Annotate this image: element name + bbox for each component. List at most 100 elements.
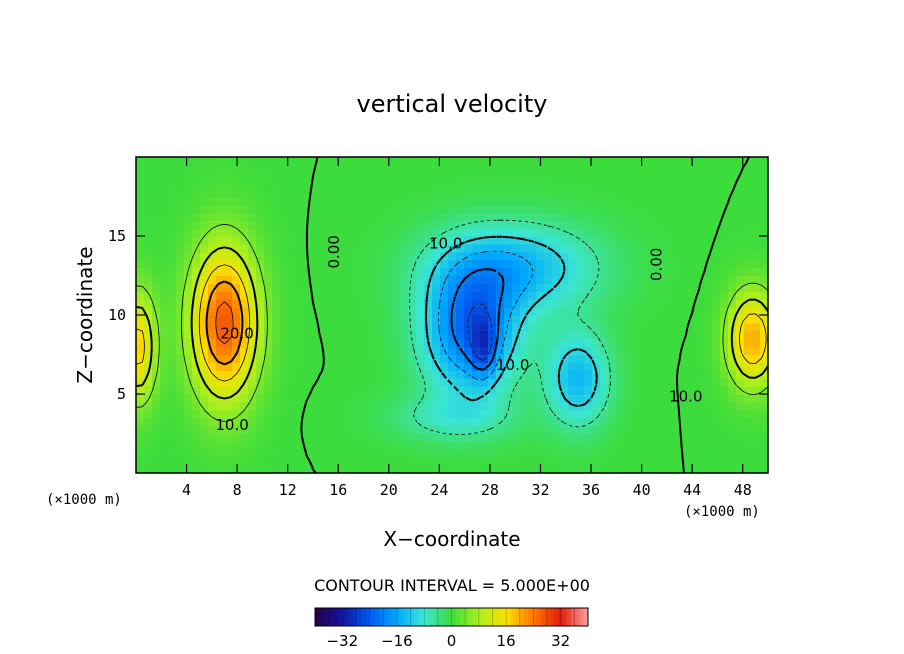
heat-cell xyxy=(288,204,297,213)
heat-cell xyxy=(528,362,537,371)
heat-cell xyxy=(592,204,601,213)
heat-cell xyxy=(624,164,633,174)
heat-cell xyxy=(280,330,289,340)
heat-cell xyxy=(136,449,145,458)
heat-cell xyxy=(192,378,201,387)
heat-cell xyxy=(456,180,465,190)
heat-cell xyxy=(256,346,265,356)
heat-cell xyxy=(376,164,385,174)
heat-cell xyxy=(264,465,273,474)
heat-cell xyxy=(480,433,489,442)
heat-cell xyxy=(504,378,513,387)
heat-cell xyxy=(336,275,345,284)
heat-cell xyxy=(280,283,289,292)
heat-cell xyxy=(416,449,425,458)
heat-cell xyxy=(664,401,673,411)
heat-cell xyxy=(312,338,321,348)
heat-cell xyxy=(440,315,449,324)
heat-cell xyxy=(192,322,201,332)
heat-cell xyxy=(480,465,489,474)
heat-cell xyxy=(456,157,465,166)
heat-cell xyxy=(168,457,177,466)
heat-cell xyxy=(616,220,625,229)
heat-cell xyxy=(496,338,505,348)
heat-cell xyxy=(384,441,393,450)
heat-cell xyxy=(736,409,745,419)
heat-cell xyxy=(424,228,433,237)
heat-cell xyxy=(320,417,329,427)
heat-cell xyxy=(536,243,545,253)
heat-cell xyxy=(736,267,745,277)
heat-cell xyxy=(688,330,697,340)
heat-cell xyxy=(224,267,233,277)
heat-cell xyxy=(712,243,721,253)
heat-cell xyxy=(456,236,465,245)
heat-cell xyxy=(600,433,609,442)
heat-cell xyxy=(264,164,273,174)
heat-cell xyxy=(144,346,153,356)
heat-cell xyxy=(680,425,689,435)
heat-cell xyxy=(136,409,145,419)
heat-cell xyxy=(600,212,609,221)
heat-cell xyxy=(648,378,657,387)
heat-cell xyxy=(288,299,297,308)
heat-cell xyxy=(216,283,225,292)
heat-cell xyxy=(184,157,193,166)
heat-cell xyxy=(512,370,521,379)
heat-cell xyxy=(208,322,217,332)
heat-cell xyxy=(576,394,585,403)
heat-cell xyxy=(352,417,361,427)
heat-cell xyxy=(216,220,225,229)
heat-cell xyxy=(152,243,161,253)
heat-cell xyxy=(696,243,705,253)
heat-cell xyxy=(392,441,401,450)
heat-cell xyxy=(736,394,745,403)
heat-cell xyxy=(504,212,513,221)
heat-cell xyxy=(192,425,201,435)
heat-cell xyxy=(744,180,753,190)
heat-cell xyxy=(216,457,225,466)
heat-cell xyxy=(744,362,753,371)
heat-cell xyxy=(176,299,185,308)
heat-cell xyxy=(488,164,497,174)
heat-cell xyxy=(336,172,345,182)
heat-cell xyxy=(432,188,441,198)
heat-cell xyxy=(552,378,561,387)
heat-cell xyxy=(432,362,441,371)
heat-cell xyxy=(752,180,761,190)
heat-cell xyxy=(632,417,641,427)
heat-cell xyxy=(296,236,305,245)
heat-cell xyxy=(304,172,313,182)
heat-cell xyxy=(672,157,681,166)
heat-cell xyxy=(480,228,489,237)
heat-cell xyxy=(688,433,697,442)
heat-cell xyxy=(216,370,225,379)
heat-cell xyxy=(248,212,257,221)
heat-cell xyxy=(560,180,569,190)
heat-cell xyxy=(536,307,545,316)
heat-cell xyxy=(416,378,425,387)
heat-cell xyxy=(640,338,649,348)
heat-cell xyxy=(688,394,697,403)
heat-cell xyxy=(728,362,737,371)
heat-cell xyxy=(616,338,625,348)
heat-cell xyxy=(248,457,257,466)
heat-cell xyxy=(456,243,465,253)
heat-cell xyxy=(232,465,241,474)
heat-cell xyxy=(288,433,297,442)
heat-cell xyxy=(328,346,337,356)
heat-cell xyxy=(168,362,177,371)
heat-cell xyxy=(624,370,633,379)
heat-cell xyxy=(632,275,641,284)
heat-cell xyxy=(536,354,545,363)
colorbar-tick-label: 16 xyxy=(497,632,516,650)
heat-cell xyxy=(624,243,633,253)
heat-cell xyxy=(368,338,377,348)
heat-cell xyxy=(264,409,273,419)
heat-cell xyxy=(568,267,577,277)
heat-cell xyxy=(184,433,193,442)
heat-cell xyxy=(752,299,761,308)
heat-cell xyxy=(504,433,513,442)
heat-cell xyxy=(424,370,433,379)
heat-cell xyxy=(280,315,289,324)
